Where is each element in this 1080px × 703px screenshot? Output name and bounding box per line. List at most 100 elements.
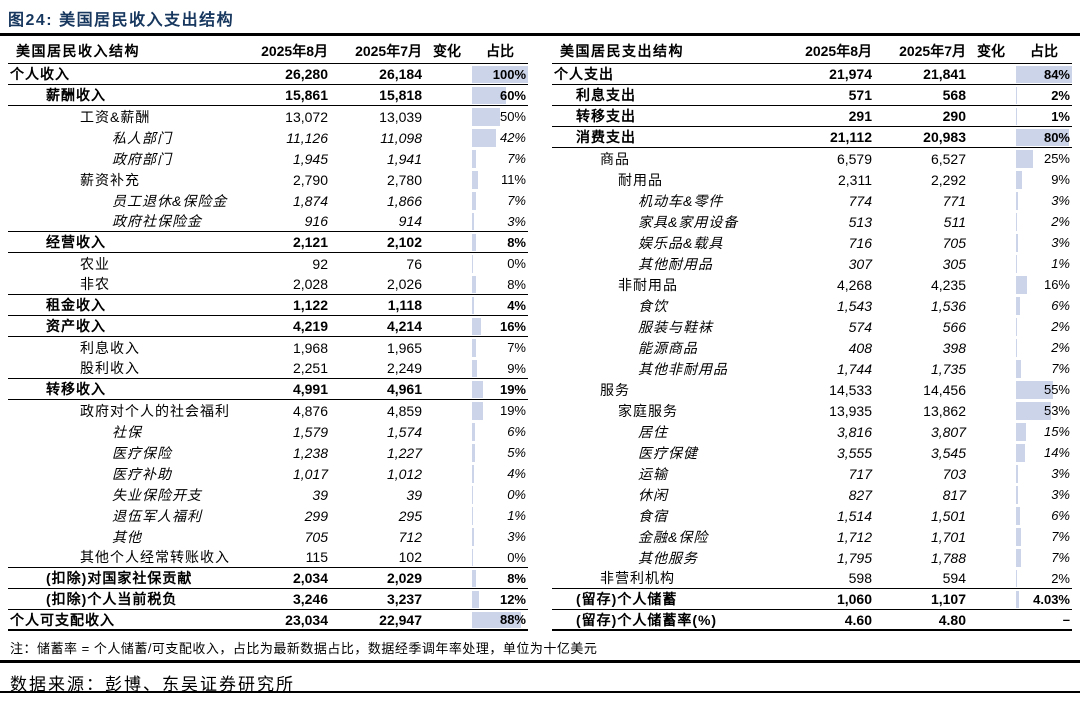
row-label: 非农 — [8, 274, 230, 294]
col-header-share: 占比 — [1016, 41, 1072, 61]
share-value: 60% — [500, 85, 526, 105]
col-header-aug-2025: 2025年8月 — [230, 41, 328, 61]
share-value: 2% — [1051, 337, 1070, 358]
row-label: 服务 — [552, 380, 774, 400]
share-bar — [1016, 108, 1017, 125]
share-value: 0% — [507, 547, 526, 567]
share-value: 16% — [1044, 274, 1070, 295]
value-jul-2025: 2,026 — [328, 276, 422, 292]
share-cell: 0% — [472, 253, 528, 274]
value-jul-2025: 22,947 — [328, 612, 422, 628]
value-jul-2025: 1,574 — [328, 424, 422, 440]
share-bar — [472, 423, 475, 441]
share-bar — [472, 171, 478, 189]
value-aug-2025: 716 — [774, 235, 872, 251]
value-aug-2025: 1,744 — [774, 361, 872, 377]
value-aug-2025: 26,280 — [230, 66, 328, 82]
value-aug-2025: 4,268 — [774, 277, 872, 293]
share-cell: 4.03% — [1016, 589, 1072, 609]
share-value: 3% — [1051, 463, 1070, 484]
value-jul-2025: 1,788 — [872, 550, 966, 566]
value-aug-2025: 1,874 — [230, 193, 328, 209]
value-aug-2025: 3,816 — [774, 424, 872, 440]
share-cell: 4% — [472, 295, 528, 315]
share-value: 4.03% — [1033, 589, 1070, 609]
value-jul-2025: 4,214 — [328, 318, 422, 334]
share-bar — [1016, 528, 1021, 546]
value-jul-2025: 14,456 — [872, 382, 966, 398]
value-jul-2025: 39 — [328, 487, 422, 503]
value-jul-2025: 2,102 — [328, 234, 422, 250]
share-bar — [472, 570, 476, 587]
share-cell: 60% — [472, 85, 528, 105]
share-bar — [1016, 423, 1026, 441]
share-bar — [1016, 318, 1017, 336]
share-value: 6% — [507, 421, 526, 442]
share-cell: 2% — [1016, 316, 1072, 337]
share-value: 9% — [1051, 169, 1070, 190]
share-cell: 7% — [472, 337, 528, 358]
share-bar — [472, 318, 481, 335]
row-label: 政府社保险金 — [8, 211, 230, 231]
value-aug-2025: 299 — [230, 508, 328, 524]
share-value: 0% — [507, 253, 526, 274]
table-header-row: 美国居民支出结构 2025年8月 2025年7月 变化 占比 — [552, 39, 1072, 64]
value-jul-2025: 2,029 — [328, 570, 422, 586]
row-label: 租金收入 — [8, 295, 230, 315]
row-label: 薪酬收入 — [8, 85, 230, 105]
value-jul-2025: 703 — [872, 466, 966, 482]
value-jul-2025: 705 — [872, 235, 966, 251]
value-aug-2025: 1,968 — [230, 340, 328, 356]
share-cell: 7% — [1016, 526, 1072, 547]
row-label: 医疗补助 — [8, 464, 230, 484]
value-jul-2025: 712 — [328, 529, 422, 545]
row-label: (扣除)对国家社保贡献 — [8, 568, 230, 588]
share-bar — [1016, 339, 1017, 357]
col-header-aug-2025: 2025年8月 — [774, 41, 872, 61]
row-label: 员工退休&保险金 — [8, 191, 230, 211]
value-jul-2025: 26,184 — [328, 66, 422, 82]
figure-title: 图24: 美国居民收入支出结构 — [0, 0, 1080, 33]
row-label: 娱乐品&载具 — [552, 233, 774, 253]
share-value: 84% — [1044, 64, 1070, 84]
share-bar — [472, 129, 496, 147]
value-aug-2025: 15,861 — [230, 87, 328, 103]
value-jul-2025: 13,039 — [328, 109, 422, 125]
share-bar — [1016, 549, 1021, 567]
share-cell: 16% — [1016, 274, 1072, 295]
share-bar — [472, 213, 474, 230]
share-bar — [1016, 171, 1022, 189]
value-aug-2025: 3,555 — [774, 445, 872, 461]
row-label: 经营收入 — [8, 232, 230, 252]
share-value: 3% — [507, 526, 526, 547]
share-cell: 8% — [472, 232, 528, 252]
row-label: (扣除)个人当前税负 — [8, 589, 230, 609]
share-value: 6% — [1051, 295, 1070, 316]
share-cell: 3% — [472, 211, 528, 231]
value-jul-2025: 4,961 — [328, 381, 422, 397]
share-value: 8% — [507, 274, 526, 294]
value-jul-2025: 3,237 — [328, 591, 422, 607]
share-cell: 7% — [472, 148, 528, 169]
share-bar — [472, 108, 500, 126]
value-aug-2025: 1,579 — [230, 424, 328, 440]
row-label: 其他个人经常转账收入 — [8, 547, 230, 567]
